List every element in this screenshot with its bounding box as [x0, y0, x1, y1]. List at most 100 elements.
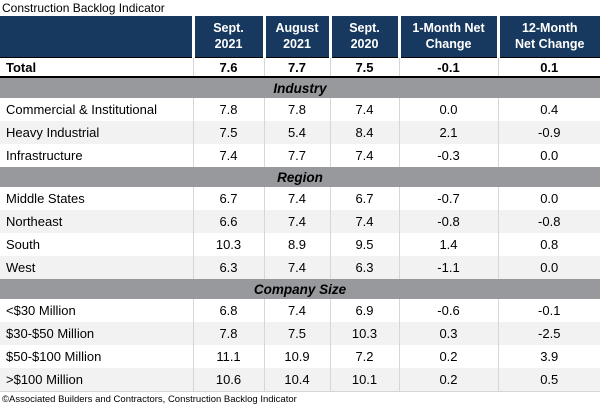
cell: 3.9 — [497, 345, 600, 368]
row-label: <$30 Million — [6, 303, 76, 318]
cell: 10.6 — [192, 368, 264, 392]
cell: 7.5 — [329, 57, 399, 78]
section-header-region: Region — [0, 167, 600, 187]
row-label: $50-$100 Million — [6, 349, 102, 364]
cell: 6.8 — [192, 299, 264, 322]
row-label: Heavy Industrial — [0, 121, 193, 144]
col-header-12-month-net-change: 12-Month Net Change — [496, 16, 600, 58]
cell: 10.3 — [192, 233, 264, 256]
cell: 10.9 — [263, 345, 330, 368]
cell: 10.3 — [329, 322, 399, 345]
row-50-100-million: $50-$100 Million 11.1 10.9 7.2 0.2 3.9 — [0, 345, 600, 368]
cell: 7.8 — [192, 322, 264, 345]
header-empty-cell — [0, 16, 193, 58]
row-label: >$100 Million — [0, 368, 193, 392]
cell: 7.4 — [263, 210, 330, 233]
section-header-company-size: Company Size — [0, 279, 600, 299]
cell: 7.8 — [263, 98, 330, 121]
row-label: South — [6, 237, 40, 252]
cell: 0.8 — [497, 233, 600, 256]
cell: 6.3 — [192, 256, 264, 279]
row-commercial-institutional: Commercial & Institutional 7.8 7.8 7.4 0… — [0, 98, 600, 121]
row-label: $30-$50 Million — [0, 322, 193, 345]
cell: 2.1 — [398, 121, 498, 144]
cell: 11.1 — [192, 345, 264, 368]
row-middle-states: Middle States 6.7 7.4 6.7 -0.7 0.0 — [0, 187, 600, 210]
cell: 6.7 — [192, 187, 264, 210]
cell: 8.9 — [263, 233, 330, 256]
cell: -2.5 — [497, 322, 600, 345]
cell: 7.5 — [192, 121, 264, 144]
cell: -0.9 — [497, 121, 600, 144]
cell: 7.4 — [263, 299, 330, 322]
row-over-100-million: >$100 Million 10.6 10.4 10.1 0.2 0.5 — [0, 368, 600, 392]
cell: 7.5 — [263, 322, 330, 345]
cell: 1.4 — [398, 233, 498, 256]
cell: 7.4 — [263, 187, 330, 210]
cell: -0.1 — [398, 57, 498, 78]
row-south: South 10.3 8.9 9.5 1.4 0.8 — [0, 233, 600, 256]
row-label: West — [0, 256, 193, 279]
cell: 7.4 — [329, 210, 399, 233]
row-infrastructure: Infrastructure 7.4 7.7 7.4 -0.3 0.0 — [0, 144, 600, 167]
row-northeast: Northeast 6.6 7.4 7.4 -0.8 -0.8 — [0, 210, 600, 233]
col-header-august-2021: August 2021 — [262, 16, 330, 58]
section-label: Industry — [0, 77, 600, 98]
cell: 7.8 — [192, 98, 264, 121]
cell: 7.4 — [329, 98, 399, 121]
row-label: Northeast — [0, 210, 193, 233]
header-row: Sept. 2021 August 2021 Sept. 2020 1-Mont… — [0, 16, 600, 58]
row-under-30-million: <$30 Million 6.8 7.4 6.9 -0.6 -0.1 — [0, 299, 600, 322]
cell: 0.4 — [497, 98, 600, 121]
cell: 7.6 — [192, 57, 264, 78]
section-label: Region — [0, 167, 600, 187]
cell: 7.4 — [192, 144, 264, 167]
cell: 6.9 — [329, 299, 399, 322]
cell: 7.4 — [263, 256, 330, 279]
source-note: ©Associated Builders and Contractors, Co… — [2, 394, 297, 405]
cell: -0.8 — [497, 210, 600, 233]
cell: 0.1 — [497, 57, 600, 78]
row-label: Middle States — [6, 191, 85, 206]
cell: 6.7 — [329, 187, 399, 210]
cell: 6.6 — [192, 210, 264, 233]
cell: 9.5 — [329, 233, 399, 256]
row-30-50-million: $30-$50 Million 7.8 7.5 10.3 0.3 -2.5 — [0, 322, 600, 345]
cell: 10.4 — [263, 368, 330, 392]
cell: 10.1 — [329, 368, 399, 392]
section-header-industry: Industry — [0, 77, 600, 98]
cell: 0.0 — [497, 187, 600, 210]
row-label: Total — [0, 57, 193, 78]
cell: 7.4 — [329, 144, 399, 167]
cell: 7.2 — [329, 345, 399, 368]
cell: 7.7 — [263, 144, 330, 167]
cell: 5.4 — [263, 121, 330, 144]
cell: -0.6 — [398, 299, 498, 322]
cell: 0.0 — [497, 256, 600, 279]
total-row: Total 7.6 7.7 7.5 -0.1 0.1 — [0, 57, 600, 78]
section-label: Company Size — [0, 279, 600, 299]
cell: 0.3 — [398, 322, 498, 345]
backlog-table: Sept. 2021 August 2021 Sept. 2020 1-Mont… — [0, 16, 600, 392]
col-header-sept-2020: Sept. 2020 — [328, 16, 399, 58]
page-title: Construction Backlog Indicator — [2, 1, 165, 15]
row-west: West 6.3 7.4 6.3 -1.1 0.0 — [0, 256, 600, 279]
cell: 6.3 — [329, 256, 399, 279]
cell: 0.5 — [497, 368, 600, 392]
cell: 0.0 — [497, 144, 600, 167]
row-label: Commercial & Institutional — [6, 102, 157, 117]
cell: -0.1 — [497, 299, 600, 322]
row-label: Infrastructure — [6, 148, 83, 163]
row-heavy-industrial: Heavy Industrial 7.5 5.4 8.4 2.1 -0.9 — [0, 121, 600, 144]
col-header-1-month-net-change: 1-Month Net Change — [397, 16, 498, 58]
col-header-sept-2021: Sept. 2021 — [191, 16, 264, 58]
cell: 0.0 — [398, 98, 498, 121]
cell: -0.3 — [398, 144, 498, 167]
cell: -0.8 — [398, 210, 498, 233]
cell: 7.7 — [263, 57, 330, 78]
cell: 0.2 — [398, 345, 498, 368]
cell: -1.1 — [398, 256, 498, 279]
cell: 8.4 — [329, 121, 399, 144]
cell: 0.2 — [398, 368, 498, 392]
